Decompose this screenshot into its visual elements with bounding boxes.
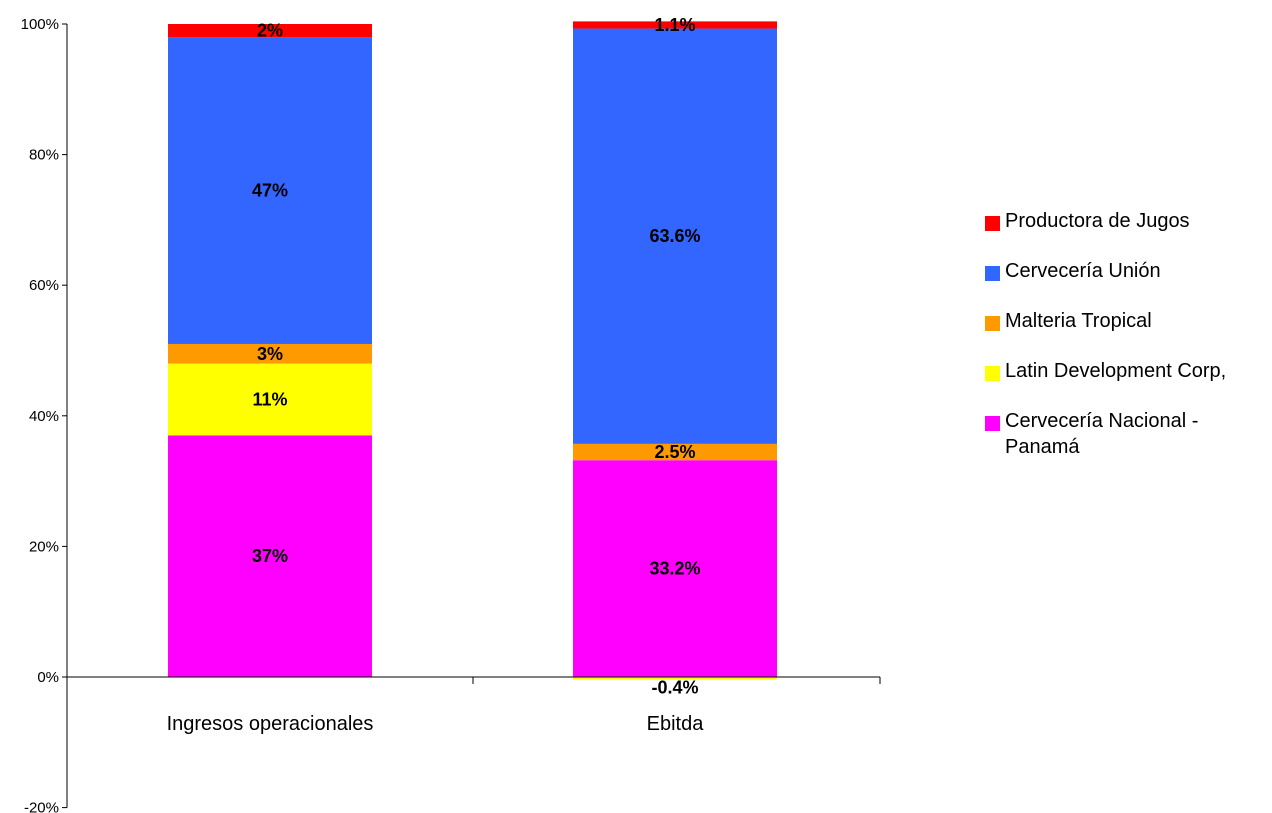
- legend-label: Productora de Jugos: [1005, 210, 1190, 232]
- data-label: 1.1%: [654, 15, 695, 35]
- legend-swatch: [985, 316, 1000, 331]
- legend-label: Malteria Tropical: [1005, 310, 1152, 332]
- legend: Productora de Jugos Cervecería Unión Malte…: [985, 208, 1270, 484]
- bar-segment: [573, 443, 777, 461]
- legend-label: Latin Development Corp,: [1005, 360, 1227, 382]
- data-label: 47%: [252, 181, 288, 201]
- data-label: 37%: [252, 546, 288, 566]
- bar-segment: [168, 37, 372, 344]
- data-label: 63.6%: [649, 226, 700, 246]
- legend-swatch: [985, 266, 1000, 281]
- legend-item: Latin Development Corp,: [985, 358, 1270, 384]
- legend-label: Cervecería Nacional - Panamá: [1005, 410, 1199, 458]
- y-tick-label: 0%: [37, 669, 59, 686]
- y-tick-label: 60%: [29, 277, 59, 294]
- data-label: 33.2%: [649, 559, 700, 579]
- bar-segment: [573, 28, 777, 444]
- bar-segment: [168, 435, 372, 677]
- bar-segment: [168, 343, 372, 364]
- bar-segment: [168, 24, 372, 38]
- data-label: 3%: [257, 344, 283, 364]
- bar-segment: [573, 460, 777, 677]
- legend-item: Cervecería Nacional - Panamá: [985, 408, 1270, 460]
- y-tick-label: 20%: [29, 538, 59, 555]
- x-category-label: Ebitda: [647, 713, 705, 735]
- bar-segment: [573, 21, 777, 29]
- legend-item: Cervecería Unión: [985, 258, 1270, 284]
- data-label: 11%: [252, 389, 287, 409]
- y-tick-label: 80%: [29, 147, 59, 164]
- legend-item: Malteria Tropical: [985, 308, 1270, 334]
- legend-swatch: [985, 216, 1000, 231]
- data-label: -0.4%: [651, 678, 698, 698]
- legend-label: Cervecería Unión: [1005, 260, 1161, 282]
- legend-item: Productora de Jugos: [985, 208, 1270, 234]
- data-label: 2%: [257, 21, 283, 41]
- y-tick-label: -20%: [24, 800, 59, 813]
- data-label: 2.5%: [654, 442, 695, 462]
- legend-swatch: [985, 366, 1000, 381]
- y-tick-label: 40%: [29, 408, 59, 425]
- y-tick-label: 100%: [21, 16, 59, 33]
- legend-swatch: [985, 416, 1000, 431]
- bar-segment: [168, 363, 372, 436]
- bar-segment: [573, 677, 777, 680]
- x-category-label: Ingresos operacionales: [167, 713, 374, 735]
